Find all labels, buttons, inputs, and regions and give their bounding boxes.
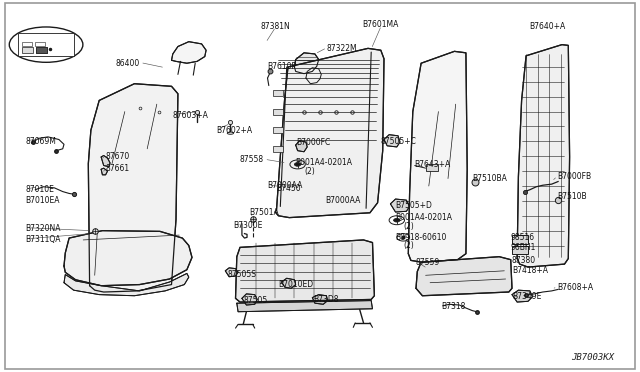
Bar — [273, 146, 283, 152]
Text: B7602+A: B7602+A — [216, 126, 252, 135]
Circle shape — [294, 163, 301, 166]
Polygon shape — [88, 84, 178, 292]
Text: 87661: 87661 — [106, 164, 130, 173]
Text: JB7003KX: JB7003KX — [572, 353, 614, 362]
Text: B7349E: B7349E — [512, 292, 541, 301]
Polygon shape — [236, 240, 374, 302]
Text: B7000AA: B7000AA — [325, 196, 360, 205]
Text: 87603+A: 87603+A — [173, 111, 209, 120]
Polygon shape — [517, 45, 570, 267]
Text: B7000AA: B7000AA — [268, 182, 303, 190]
Text: 87670: 87670 — [106, 152, 130, 161]
Bar — [18, 33, 74, 56]
Text: (2): (2) — [304, 167, 315, 176]
Text: B7640+A: B7640+A — [529, 22, 565, 31]
Bar — [35, 42, 45, 46]
Text: B7000FB: B7000FB — [557, 172, 591, 181]
Text: 87505S: 87505S — [227, 270, 256, 279]
Polygon shape — [275, 48, 384, 218]
Polygon shape — [101, 168, 108, 175]
Polygon shape — [101, 155, 110, 167]
Text: 87010E: 87010E — [26, 185, 54, 194]
Polygon shape — [512, 290, 532, 302]
Text: 86400: 86400 — [115, 59, 140, 68]
Text: 98516: 98516 — [511, 233, 535, 242]
Bar — [273, 90, 283, 96]
Text: 96BH1: 96BH1 — [511, 243, 536, 252]
Bar — [512, 235, 528, 244]
Text: B7318: B7318 — [442, 302, 466, 311]
Text: B0918-60610: B0918-60610 — [395, 233, 446, 242]
Bar — [273, 109, 283, 115]
Text: B7643+A: B7643+A — [415, 160, 451, 169]
Text: 87505: 87505 — [243, 296, 268, 305]
Polygon shape — [306, 68, 321, 84]
Bar — [426, 164, 438, 171]
Polygon shape — [390, 199, 410, 212]
Text: B7010ED: B7010ED — [278, 280, 314, 289]
Text: B7610P: B7610P — [268, 62, 297, 71]
Text: B001A4-0201A: B001A4-0201A — [296, 158, 353, 167]
Text: 87069M: 87069M — [26, 137, 56, 146]
Text: 87381N: 87381N — [260, 22, 290, 31]
Text: B7000FC: B7000FC — [296, 138, 331, 147]
Bar — [36, 47, 47, 53]
Text: 87558: 87558 — [239, 155, 264, 164]
Text: B7608+A: B7608+A — [557, 283, 593, 292]
Polygon shape — [294, 53, 319, 74]
Bar — [36, 47, 47, 53]
Text: B7320NA: B7320NA — [26, 224, 61, 233]
Ellipse shape — [9, 27, 83, 62]
Bar — [22, 47, 33, 53]
Text: B7601MA: B7601MA — [363, 20, 399, 29]
Bar — [273, 127, 283, 133]
Text: 87322M: 87322M — [326, 44, 357, 53]
Text: B7311QA: B7311QA — [26, 235, 61, 244]
Polygon shape — [312, 295, 328, 304]
Text: (2): (2) — [403, 241, 414, 250]
Text: B7300E: B7300E — [234, 221, 263, 230]
Text: B7501A: B7501A — [250, 208, 279, 217]
Text: B7450: B7450 — [276, 185, 301, 193]
Text: B7510B: B7510B — [557, 192, 586, 201]
Polygon shape — [408, 51, 467, 262]
Text: 87559: 87559 — [416, 258, 440, 267]
Ellipse shape — [227, 132, 234, 134]
Polygon shape — [296, 141, 307, 152]
Polygon shape — [384, 135, 400, 147]
Text: B73D8: B73D8 — [314, 295, 339, 304]
Polygon shape — [416, 257, 512, 296]
Text: B7010EA: B7010EA — [26, 196, 60, 205]
Polygon shape — [242, 294, 257, 305]
Polygon shape — [64, 273, 189, 296]
Polygon shape — [282, 278, 296, 288]
Text: B001A4-0201A: B001A4-0201A — [395, 213, 452, 222]
Bar — [22, 42, 32, 46]
Text: B7510BA: B7510BA — [472, 174, 507, 183]
Text: B7418+A: B7418+A — [512, 266, 548, 275]
Text: B7505+D: B7505+D — [395, 201, 432, 210]
Circle shape — [394, 218, 400, 222]
Polygon shape — [225, 268, 238, 277]
Polygon shape — [172, 42, 206, 63]
Bar — [512, 246, 528, 254]
Text: 87505+C: 87505+C — [381, 137, 417, 146]
Polygon shape — [64, 231, 192, 286]
Text: 87380: 87380 — [512, 256, 536, 265]
Text: (2): (2) — [403, 222, 414, 231]
Polygon shape — [237, 301, 372, 312]
